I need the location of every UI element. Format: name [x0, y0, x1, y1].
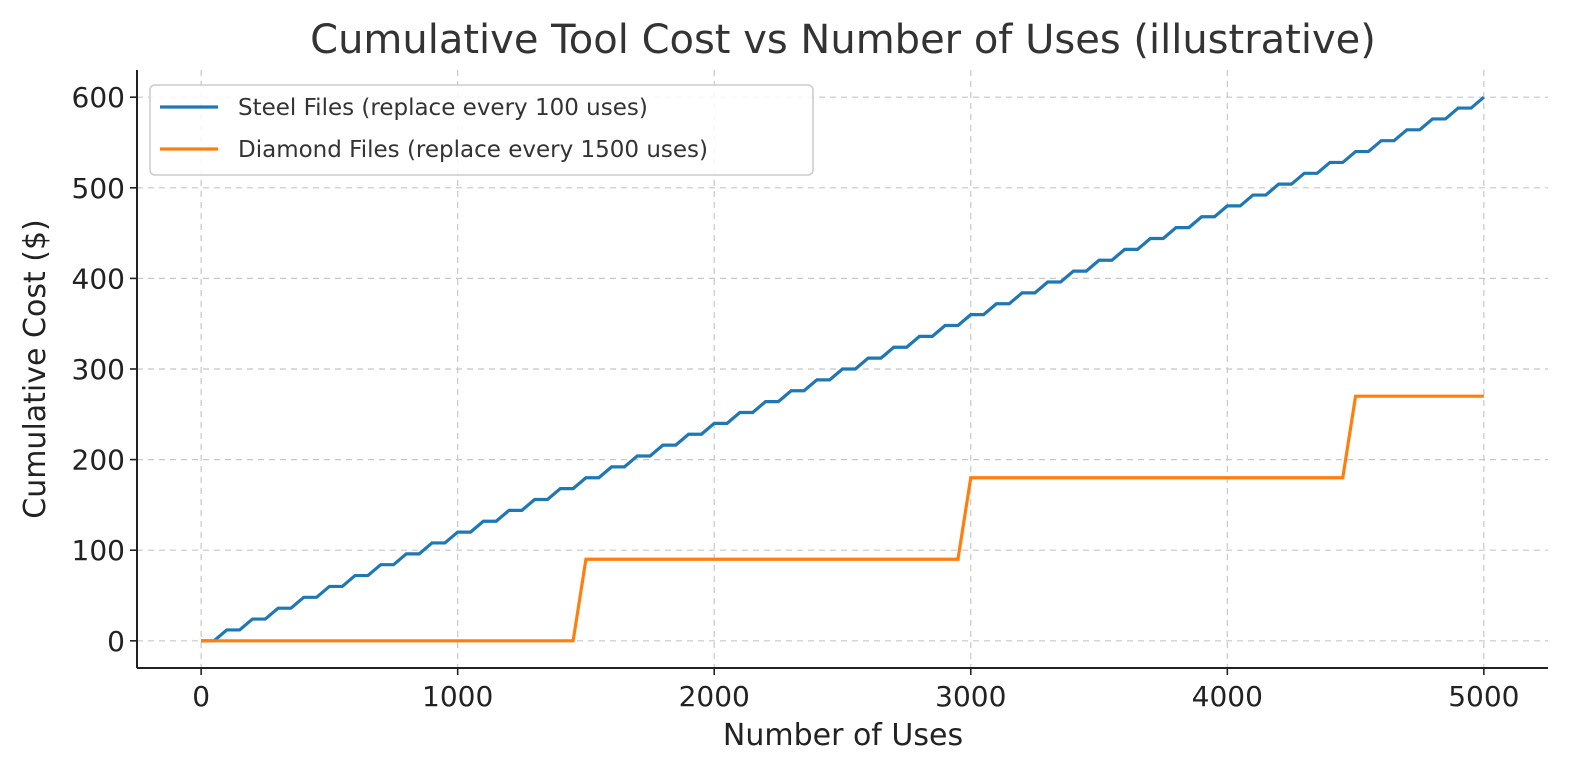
x-tick-label: 4000 [1192, 680, 1263, 713]
y-axis-ticks: 0 100 200 300 400 500 600 [72, 81, 137, 658]
y-tick-label: 300 [72, 353, 125, 386]
legend-box [149, 84, 814, 176]
legend: Steel Files (replace every 100 uses) Dia… [149, 84, 814, 176]
x-axis-label: Number of Uses [723, 718, 963, 753]
x-axis-ticks: 0 1000 2000 3000 4000 5000 [192, 668, 1519, 713]
y-tick-label: 600 [72, 81, 125, 114]
x-tick-label: 2000 [679, 680, 750, 713]
legend-label-steel-files: Steel Files (replace every 100 uses) [238, 95, 648, 121]
y-tick-label: 100 [72, 534, 125, 567]
chart-title: Cumulative Tool Cost vs Number of Uses (… [310, 17, 1376, 63]
y-tick-label: 500 [72, 172, 125, 205]
x-tick-label: 0 [192, 680, 210, 713]
y-tick-label: 200 [72, 444, 125, 477]
series-line-steel-files [201, 95, 1485, 643]
x-tick-label: 3000 [935, 680, 1006, 713]
x-tick-label: 5000 [1448, 680, 1519, 713]
y-tick-label: 400 [72, 262, 125, 295]
series-lines [201, 95, 1485, 643]
y-axis-label: Cumulative Cost ($) [18, 219, 53, 519]
y-tick-label: 0 [107, 625, 125, 658]
series-line-diamond-files [201, 394, 1484, 643]
legend-label-diamond-files: Diamond Files (replace every 1500 uses) [238, 137, 708, 163]
x-tick-label: 1000 [422, 680, 493, 713]
